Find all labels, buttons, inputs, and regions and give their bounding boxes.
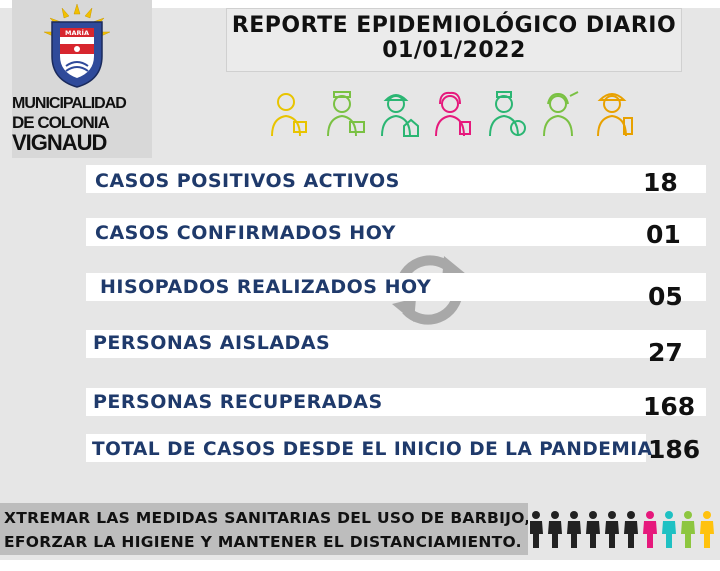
prevention-message-banner: XTREMAR LAS MEDIDAS SANITARIAS DEL USO D… xyxy=(0,503,528,555)
value-casos-positivos-activos: 18 xyxy=(643,168,678,197)
row-bar-hisopados xyxy=(86,273,706,301)
logo-banner-text: MARÍA xyxy=(65,28,89,37)
crowd-person-icon xyxy=(681,511,695,548)
builder-icon xyxy=(381,94,419,137)
report-date: 01/01/2022 xyxy=(382,38,526,63)
essential-workers-icons xyxy=(268,90,648,140)
logo-line-3: VIGNAUD xyxy=(12,130,107,155)
municipality-logo: MARÍA MUNICIPALIDAD DE COLONIA VIGNAUD xyxy=(12,0,152,158)
value-total-casos: 186 xyxy=(648,435,701,464)
prevention-line-1: XTREMAR LAS MEDIDAS SANITARIAS DEL USO D… xyxy=(4,509,528,527)
row-bar-positivos xyxy=(86,165,706,193)
row-bar-recuperadas xyxy=(86,388,706,416)
bottom-border xyxy=(0,560,720,571)
teacher-icon xyxy=(543,91,579,137)
nurse-icon xyxy=(327,91,365,137)
row-bar-confirmados xyxy=(86,218,706,246)
report-title-box: REPORTE EPIDEMIOLÓGICO DIARIO 01/01/2022 xyxy=(226,8,682,72)
label-total-casos: TOTAL DE CASOS DESDE EL INICIO DE LA PAN… xyxy=(92,439,653,460)
crowd-person-icon xyxy=(586,511,600,548)
people-crowd-icon xyxy=(530,511,714,548)
label-casos-confirmados-hoy: CASOS CONFIRMADOS HOY xyxy=(95,222,396,244)
crowd-person-icon xyxy=(700,511,714,548)
logo-line-1: MUNICIPALIDAD xyxy=(12,95,127,112)
crowd-person-icon xyxy=(548,511,562,548)
crowd-person-icon xyxy=(605,511,619,548)
row-bar-aisladas xyxy=(86,330,706,358)
top-border xyxy=(0,0,720,8)
value-personas-recuperadas: 168 xyxy=(643,392,696,421)
crowd-person-icon xyxy=(530,511,543,548)
value-casos-confirmados-hoy: 01 xyxy=(646,220,681,249)
doctor-icon xyxy=(489,91,526,137)
label-personas-aisladas: PERSONAS AISLADAS xyxy=(93,332,331,354)
label-casos-positivos-activos: CASOS POSITIVOS ACTIVOS xyxy=(95,170,400,192)
label-personas-recuperadas: PERSONAS RECUPERADAS xyxy=(93,391,383,413)
crowd-person-icon xyxy=(643,511,657,548)
report-title: REPORTE EPIDEMIOLÓGICO DIARIO xyxy=(231,13,677,38)
logo-line-2: DE COLONIA xyxy=(12,113,110,132)
prevention-line-2: EFORZAR LA HIGIENE Y MANTENER EL DISTANC… xyxy=(4,533,522,551)
municipality-name: MUNICIPALIDAD DE COLONIA VIGNAUD xyxy=(12,94,152,154)
crowd-person-icon xyxy=(662,511,676,548)
crowd-person-icon xyxy=(624,511,638,548)
label-hisopados-realizados-hoy: HISOPADOS REALIZADOS HOY xyxy=(100,276,432,298)
crowd-person-icon xyxy=(567,511,581,548)
shopper-icon xyxy=(435,91,471,137)
value-hisopados-realizados-hoy: 05 xyxy=(648,282,683,311)
shield-crest-icon: MARÍA xyxy=(43,4,111,88)
row-bar-total xyxy=(86,434,646,462)
firefighter-icon xyxy=(597,93,633,137)
value-personas-aisladas: 27 xyxy=(648,338,683,367)
worker-icon xyxy=(271,93,307,137)
